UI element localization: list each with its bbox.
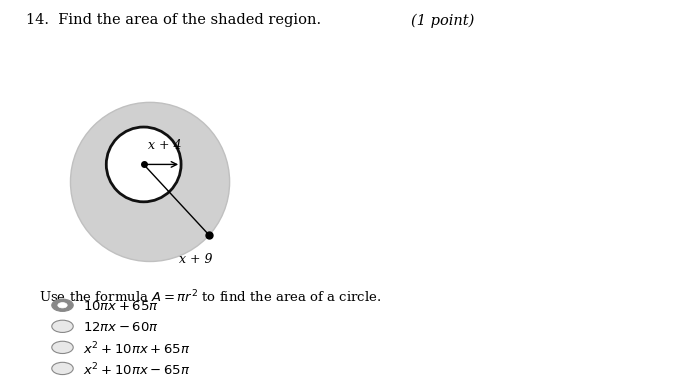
- Text: $12\pi x - 60\pi$: $12\pi x - 60\pi$: [83, 321, 158, 334]
- Text: 14.  Find the area of the shaded region.: 14. Find the area of the shaded region.: [26, 13, 321, 28]
- Circle shape: [52, 299, 73, 311]
- Text: x + 9: x + 9: [179, 253, 212, 266]
- Text: Use the formula $A = \pi r^2$ to find the area of a circle.: Use the formula $A = \pi r^2$ to find th…: [39, 289, 381, 306]
- Circle shape: [106, 127, 181, 202]
- Text: $10\pi x + 65\pi$: $10\pi x + 65\pi$: [83, 300, 158, 313]
- Text: (1 point): (1 point): [411, 13, 474, 28]
- Circle shape: [58, 303, 68, 308]
- Text: $x^2 + 10\pi x + 65\pi$: $x^2 + 10\pi x + 65\pi$: [83, 340, 190, 357]
- Text: x + 4: x + 4: [147, 139, 181, 152]
- Circle shape: [52, 362, 73, 375]
- Text: $x^2 + 10\pi x - 65\pi$: $x^2 + 10\pi x - 65\pi$: [83, 361, 190, 378]
- Circle shape: [52, 320, 73, 332]
- Circle shape: [52, 341, 73, 354]
- Circle shape: [70, 102, 230, 262]
